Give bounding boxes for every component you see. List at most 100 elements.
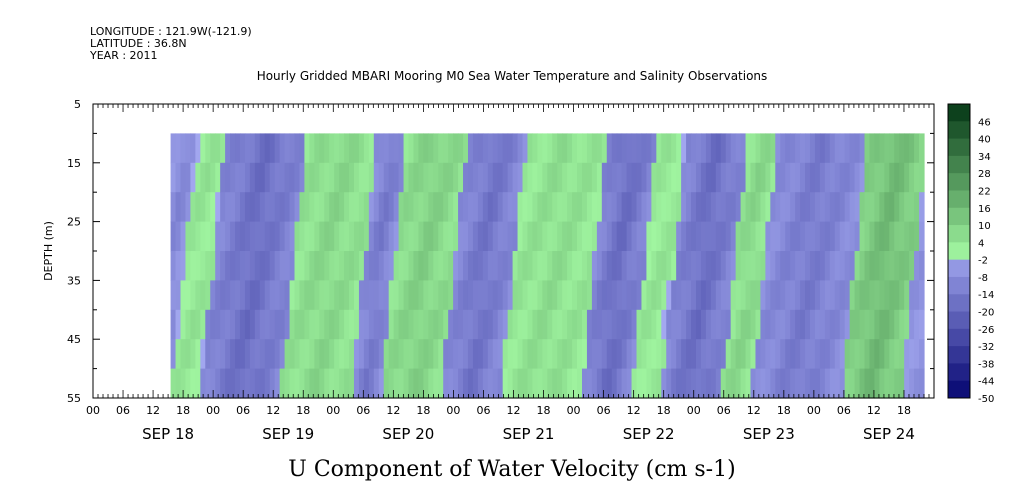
heatmap-cell (819, 368, 826, 399)
heatmap-cell (700, 192, 707, 223)
heatmap-cell (487, 133, 494, 164)
heatmap-cell (889, 309, 895, 340)
heatmap-cell (388, 192, 395, 223)
heatmap-cell (904, 339, 910, 370)
heatmap-cell (765, 251, 771, 281)
heatmap-cell (175, 221, 182, 252)
heatmap-cell (230, 251, 236, 281)
heatmap-cell (780, 192, 786, 223)
heatmap-cell (581, 309, 588, 340)
heatmap-cell (477, 368, 484, 399)
heatmap-cell (225, 368, 231, 399)
heatmap-cell (200, 251, 206, 281)
heatmap-cell (170, 133, 177, 164)
colorbar-label: -20 (978, 308, 994, 319)
heatmap-cell (353, 280, 360, 311)
heatmap-cell (641, 133, 648, 164)
heatmap-cell (859, 221, 866, 252)
heatmap-cell (324, 221, 330, 252)
heatmap-cell (472, 368, 479, 399)
colorbar-swatch (948, 294, 970, 313)
heatmap-cell (795, 368, 801, 399)
heatmap-cell (482, 339, 489, 370)
heatmap-cell (527, 192, 534, 223)
heatmap-cell (537, 280, 543, 311)
heatmap-cell (691, 251, 697, 281)
heatmap-cell (695, 251, 702, 281)
heatmap-cell (472, 339, 479, 370)
heatmap-cell (284, 192, 291, 223)
colorbar-label: 34 (978, 152, 991, 163)
y-tick-label: 45 (67, 333, 81, 346)
axes: 5 15 25 35 45 55 00 06 12 18 00 06 12 18 00 06 12 18 00 06 1… (67, 98, 935, 443)
heatmap-cell (780, 280, 786, 311)
heatmap-cell (839, 162, 846, 193)
heatmap-cell (190, 251, 196, 281)
heatmap-cell (904, 133, 910, 164)
heatmap-cell (710, 162, 717, 193)
heatmap-cell (631, 162, 638, 193)
heatmap-cell (572, 280, 578, 311)
heatmap-cell (631, 309, 638, 340)
heatmap-cell (899, 339, 905, 370)
colorbar-label: -8 (978, 273, 988, 284)
heatmap-cell (720, 133, 727, 164)
heatmap-cell (755, 339, 762, 370)
heatmap-cell (839, 133, 846, 164)
heatmap-cell (686, 162, 692, 193)
heatmap-cell (398, 368, 405, 399)
heatmap-cell (616, 309, 623, 340)
heatmap-cell (636, 221, 643, 252)
heatmap-cell (889, 368, 895, 399)
heatmap-cell (453, 133, 459, 164)
heatmap-cell (264, 339, 271, 370)
heatmap-cell (259, 133, 266, 164)
heatmap-cell (185, 192, 192, 223)
heatmap-cell (477, 280, 484, 311)
heatmap-cell (537, 309, 543, 340)
heatmap-cell (259, 251, 266, 281)
heatmap-cell (349, 368, 355, 399)
heatmap-cell (225, 192, 231, 223)
heatmap-cell (358, 339, 365, 370)
heatmap-cell (800, 339, 806, 370)
heatmap-cell (477, 162, 484, 193)
heatmap-cell (829, 368, 836, 399)
x-hour-label: 12 (747, 404, 761, 417)
heatmap-cell (497, 368, 504, 399)
heatmap-cell (254, 309, 261, 340)
heatmap-cell (715, 368, 722, 399)
heatmap-cell (467, 162, 474, 193)
heatmap-cell (522, 251, 529, 281)
heatmap-cell (423, 339, 429, 370)
heatmap-cell (745, 251, 752, 281)
heatmap-cell (914, 133, 920, 164)
heatmap-cell (671, 162, 677, 193)
heatmap-cell (502, 251, 509, 281)
heatmap-cell (705, 221, 712, 252)
heatmap-cell (398, 192, 405, 223)
heatmap-cell (691, 368, 697, 399)
heatmap-cell (274, 221, 281, 252)
heatmap-cell (844, 309, 851, 340)
heatmap-cell (284, 133, 291, 164)
heatmap-cell (601, 368, 608, 399)
heatmap-cell (695, 133, 702, 164)
heatmap-cell (562, 309, 568, 340)
heatmap-cell (606, 339, 613, 370)
heatmap-cell (527, 309, 534, 340)
heatmap-cell (770, 280, 776, 311)
heatmap-cell (388, 309, 395, 340)
heatmap-cell (869, 368, 876, 399)
heatmap-cell (562, 251, 568, 281)
heatmap-cell (844, 162, 851, 193)
heatmap-cell (601, 280, 608, 311)
heatmap-cell (700, 368, 707, 399)
heatmap-cell (641, 192, 648, 223)
heatmap-cell (195, 251, 201, 281)
heatmap-cell (671, 309, 677, 340)
heatmap-cell (562, 162, 568, 193)
heatmap-cell (596, 133, 603, 164)
heatmap-cell (368, 133, 375, 164)
heatmap-cell (170, 162, 177, 193)
